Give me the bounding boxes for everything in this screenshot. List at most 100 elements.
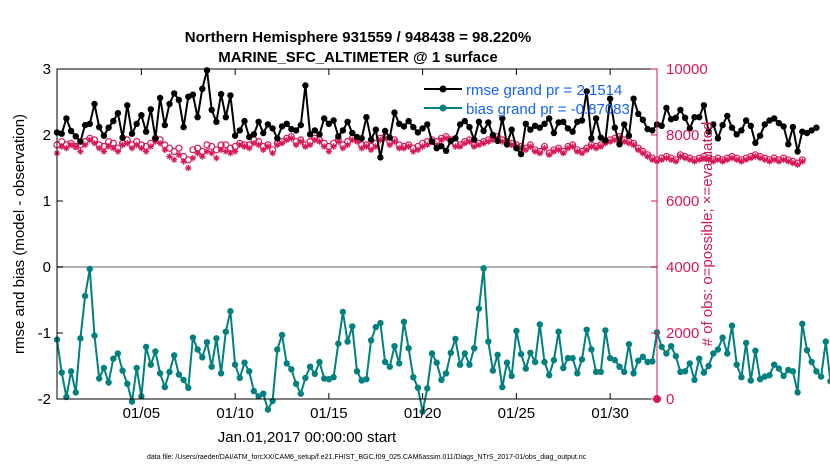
rmse-point xyxy=(522,120,529,128)
bias-point xyxy=(588,346,595,353)
rmse-point xyxy=(527,126,534,133)
obs-evaluated-point xyxy=(635,146,642,153)
rmse-point xyxy=(231,132,239,139)
rmse-point xyxy=(171,90,178,97)
rmse-point xyxy=(541,120,548,128)
obs-evaluated-point xyxy=(138,145,145,152)
rmse-point xyxy=(67,127,75,135)
bias-point xyxy=(738,374,745,381)
bias-point xyxy=(363,376,370,383)
bias-point xyxy=(147,361,154,368)
obs-evaluated-point xyxy=(724,156,731,163)
bias-point xyxy=(124,380,131,387)
bias-point xyxy=(161,383,168,391)
obs-evaluated-point xyxy=(630,141,637,149)
bias-point xyxy=(564,354,572,362)
obs-possible-point xyxy=(208,142,216,151)
rmse-point xyxy=(119,134,126,141)
bias-point xyxy=(316,358,323,366)
bias-point xyxy=(522,365,529,372)
bias-point xyxy=(353,368,361,375)
bias-point xyxy=(546,372,553,379)
rmse-point xyxy=(147,106,154,113)
rmse-point xyxy=(91,100,98,108)
obs-evaluated-point xyxy=(91,140,98,147)
rmse-point xyxy=(438,143,445,150)
y-left-tick-label: -1 xyxy=(38,325,51,342)
bias-point xyxy=(578,356,586,363)
bias-point xyxy=(367,337,375,344)
bias-point xyxy=(236,374,243,382)
rmse-point xyxy=(536,124,543,131)
rmse-point xyxy=(756,132,764,139)
obs-evaluated-point xyxy=(269,150,276,157)
rmse-point xyxy=(410,123,417,131)
bias-point xyxy=(185,384,192,391)
legend-rmse-label: rmse grand pr = 2.1514 xyxy=(466,82,622,99)
rmse-point xyxy=(405,117,412,125)
rmse-point xyxy=(546,115,553,122)
rmse-point xyxy=(588,135,595,142)
obs-evaluated-point xyxy=(241,143,248,150)
bias-point xyxy=(67,368,75,375)
obs-evaluated-point xyxy=(330,143,337,150)
rmse-point xyxy=(391,109,398,116)
obs-evaluated-point xyxy=(367,146,375,153)
rmse-point xyxy=(761,121,768,128)
obs-evaluated-point xyxy=(161,146,168,153)
rmse-point xyxy=(189,91,197,98)
rmse-point xyxy=(72,133,80,140)
bias-point xyxy=(396,360,403,367)
bias-point xyxy=(700,369,708,376)
bias-point xyxy=(602,327,609,334)
obs-evaluated-point xyxy=(456,143,464,150)
obs-evaluated-point xyxy=(550,148,558,155)
bias-point xyxy=(278,331,286,339)
obs-evaluated-point xyxy=(110,145,117,152)
rmse-point xyxy=(649,127,656,134)
bias-point xyxy=(733,361,740,368)
rmse-point xyxy=(508,126,515,133)
rmse-point xyxy=(663,104,670,112)
obs-evaluated-point xyxy=(260,146,267,153)
bias-point xyxy=(288,366,295,373)
rmse-point xyxy=(283,120,290,128)
rmse-point xyxy=(63,115,70,122)
bias-point xyxy=(433,359,440,366)
bias-point xyxy=(630,370,637,377)
obs-evaluated-point xyxy=(246,145,253,152)
bias-point xyxy=(372,323,379,331)
obs-evaluated-point xyxy=(597,143,604,150)
bias-point xyxy=(311,370,318,378)
bias-point xyxy=(803,347,811,354)
rmse-point xyxy=(227,92,234,99)
obs-evaluated-point xyxy=(794,161,801,168)
obs-evaluated-point xyxy=(72,143,79,150)
rmse-point xyxy=(86,120,94,128)
legend-rmse-marker xyxy=(439,85,447,93)
obs-evaluated-point xyxy=(569,143,576,150)
bias-point xyxy=(274,346,281,353)
bias-point xyxy=(119,367,126,374)
rmse-point xyxy=(419,125,426,132)
obs-evaluated-point xyxy=(663,154,670,162)
bias-point xyxy=(517,350,525,358)
rmse-point xyxy=(606,95,614,102)
rmse-point xyxy=(264,121,272,128)
rmse-point xyxy=(555,119,562,126)
rmse-point xyxy=(316,131,323,138)
bias-point xyxy=(597,368,604,376)
bias-point xyxy=(574,370,581,377)
bias-point xyxy=(536,321,543,328)
obs-evaluated-point xyxy=(667,156,675,163)
obs-evaluated-point xyxy=(625,140,633,147)
obs-evaluated-point xyxy=(391,138,398,145)
obs-evaluated-point xyxy=(288,135,295,142)
bias-point xyxy=(555,328,562,335)
rmse-point xyxy=(564,125,572,132)
rmse-point xyxy=(442,147,450,154)
rmse-point xyxy=(569,128,576,135)
bias-point xyxy=(297,390,304,397)
